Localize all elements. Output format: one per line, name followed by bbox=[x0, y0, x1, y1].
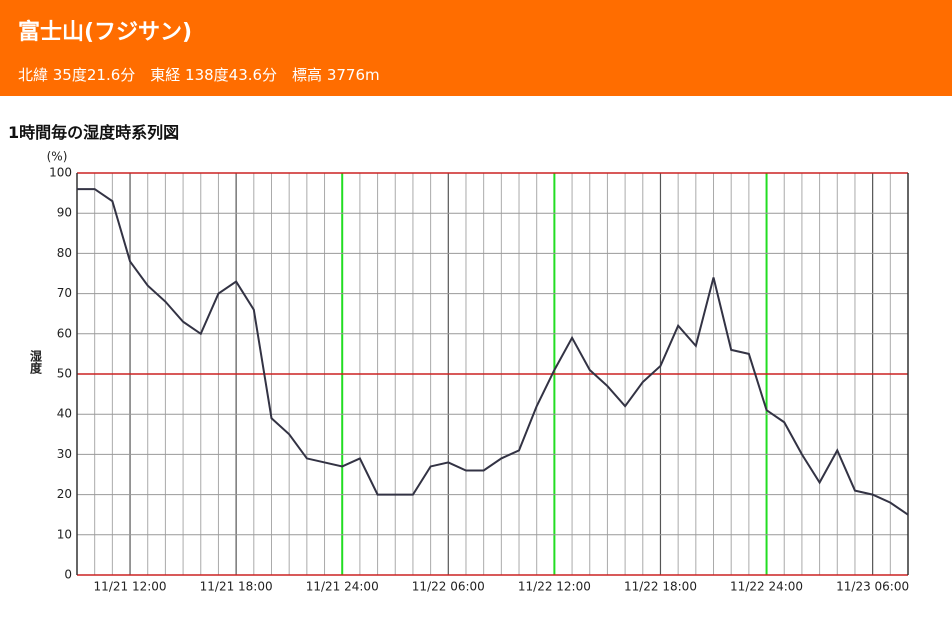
section-title: 1時間毎の湿度時系列図 bbox=[8, 123, 180, 142]
humidity-line bbox=[77, 188, 909, 516]
x-tick-label: 11/21 12:00 bbox=[94, 580, 167, 594]
y-tick-label: 60 bbox=[57, 326, 72, 340]
y-tick-label: 30 bbox=[57, 447, 72, 461]
y-tick-label: 70 bbox=[57, 286, 72, 300]
y-tick-label: 20 bbox=[57, 487, 72, 501]
y-tick-label: 90 bbox=[57, 206, 72, 220]
y-tick-label: 50 bbox=[57, 367, 72, 381]
y-tick-label: 0 bbox=[64, 568, 72, 582]
x-tick-label: 11/22 12:00 bbox=[518, 580, 591, 594]
x-tick-label: 11/21 18:00 bbox=[200, 580, 273, 594]
header-title: 富士山(フジサン) bbox=[18, 20, 193, 45]
y-tick-label: 80 bbox=[57, 246, 72, 260]
x-tick-label: 11/22 06:00 bbox=[412, 580, 485, 594]
chart: (%) 湿度 11/21 12:00 11/21 18:00 11/21 24:00… bbox=[29, 150, 910, 594]
x-tick-label: 11/22 18:00 bbox=[624, 580, 697, 594]
y-tick-label: 10 bbox=[57, 527, 72, 541]
header: 富士山(フジサン) 北緯 35度21.6分 東経 138度43.6分 標高 37… bbox=[0, 0, 952, 96]
x-tick-label: 11/21 24:00 bbox=[306, 580, 379, 594]
x-tick-label: 11/22 24:00 bbox=[730, 580, 803, 594]
y-unit: (%) bbox=[47, 150, 68, 164]
x-tick-label: 11/23 06:00 bbox=[836, 580, 909, 594]
header-subtitle: 北緯 35度21.6分 東経 138度43.6分 標高 3776m bbox=[18, 66, 380, 84]
y-axis-label: 湿度 bbox=[29, 349, 43, 375]
y-tick-label: 40 bbox=[57, 407, 72, 421]
y-tick-label: 100 bbox=[49, 166, 72, 180]
